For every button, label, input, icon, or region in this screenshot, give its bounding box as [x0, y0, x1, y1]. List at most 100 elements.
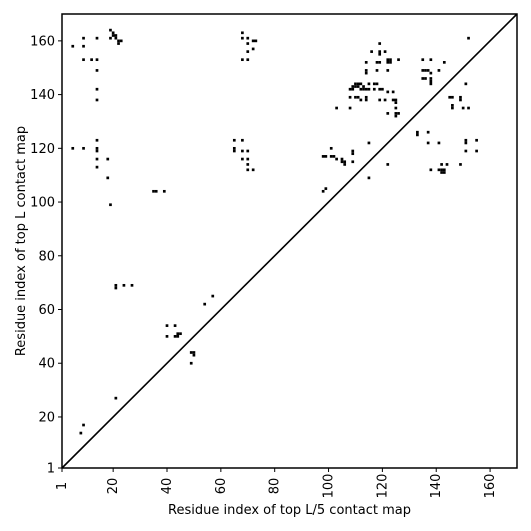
contact-point — [251, 39, 255, 43]
contact-point — [421, 69, 425, 72]
contact-point — [246, 168, 250, 172]
contact-point — [241, 157, 244, 161]
contact-point — [378, 98, 382, 102]
contact-point — [386, 163, 390, 166]
contact-point — [367, 141, 371, 145]
contact-point — [95, 58, 99, 62]
contact-point — [467, 106, 470, 110]
contact-point — [467, 36, 470, 40]
contact-point — [378, 61, 382, 64]
contact-point — [461, 106, 465, 110]
plot-frame — [61, 13, 518, 469]
contact-point — [367, 176, 371, 180]
diagonal-line — [61, 13, 518, 469]
contact-point — [165, 335, 169, 338]
contact-point — [451, 103, 454, 107]
contact-point — [348, 106, 352, 110]
contact-point — [448, 95, 452, 99]
contact-point — [246, 36, 250, 40]
contact-point — [464, 138, 468, 142]
contact-point — [109, 28, 112, 32]
contact-point — [437, 69, 441, 72]
contact-point — [114, 283, 118, 287]
contact-point — [426, 69, 430, 72]
contact-point — [351, 85, 355, 88]
contact-point — [246, 42, 250, 45]
contact-point — [343, 163, 347, 166]
contact-point — [95, 138, 99, 142]
contact-point — [386, 61, 390, 64]
y-tick-label: 1 — [47, 462, 55, 477]
contact-point — [351, 160, 355, 164]
contact-point — [356, 82, 360, 86]
contact-point — [117, 39, 120, 43]
contact-point — [364, 71, 368, 75]
contact-point — [254, 39, 258, 43]
contact-point — [241, 31, 244, 35]
contact-point — [386, 58, 390, 62]
contact-point — [394, 106, 398, 110]
contact-point — [440, 163, 443, 166]
contact-point — [429, 82, 433, 86]
contact-point — [440, 171, 443, 174]
contact-point — [375, 61, 379, 64]
contact-point — [82, 36, 85, 40]
y-tick-label: 20 — [38, 410, 55, 425]
contact-point — [246, 157, 250, 161]
contact-point — [364, 69, 368, 72]
contact-point — [445, 163, 449, 166]
contact-point — [251, 47, 255, 51]
x-tick-label: 140 — [429, 474, 444, 499]
contact-point — [464, 82, 468, 86]
contact-point — [335, 106, 338, 110]
contact-point — [437, 141, 441, 145]
contact-point — [176, 332, 180, 336]
contact-point — [394, 101, 398, 104]
contact-point — [424, 69, 427, 72]
contact-point — [203, 302, 207, 306]
contact-point — [397, 112, 400, 115]
contact-point — [82, 146, 85, 150]
contact-point — [162, 189, 166, 193]
contact-point — [416, 133, 419, 137]
contact-point — [340, 160, 344, 164]
contact-point — [364, 95, 368, 99]
contact-point — [370, 50, 373, 53]
contact-point — [362, 85, 365, 88]
contact-point — [354, 85, 357, 88]
contact-point — [95, 69, 99, 72]
contact-point — [378, 42, 382, 45]
y-tick-label: 120 — [30, 142, 55, 157]
contact-point — [90, 58, 93, 62]
contact-point — [416, 130, 419, 134]
contact-point — [122, 283, 126, 287]
contact-point — [359, 82, 363, 86]
contact-point — [364, 61, 368, 64]
contact-point — [173, 335, 177, 338]
contact-point — [364, 87, 368, 91]
contact-point — [421, 58, 425, 62]
contact-point — [189, 351, 193, 354]
contact-point — [383, 50, 387, 53]
contact-point — [173, 324, 177, 327]
x-tick-label: 100 — [322, 474, 337, 499]
x-tick-label: 80 — [268, 478, 283, 495]
contact-point — [321, 155, 325, 158]
contact-point — [429, 168, 433, 172]
contact-point — [386, 90, 390, 94]
contact-point — [241, 58, 244, 62]
contact-point — [71, 146, 75, 150]
x-tick-label: 60 — [214, 478, 229, 495]
contact-point — [335, 157, 338, 161]
contact-point — [391, 90, 395, 94]
contact-point — [356, 95, 360, 99]
contact-point — [117, 42, 120, 45]
contact-point — [359, 87, 363, 91]
contact-point — [95, 146, 99, 150]
contact-point — [329, 146, 333, 150]
contact-point — [321, 189, 325, 193]
contact-point — [459, 163, 462, 166]
x-tick-label: 120 — [375, 474, 390, 499]
contact-point — [154, 189, 158, 193]
